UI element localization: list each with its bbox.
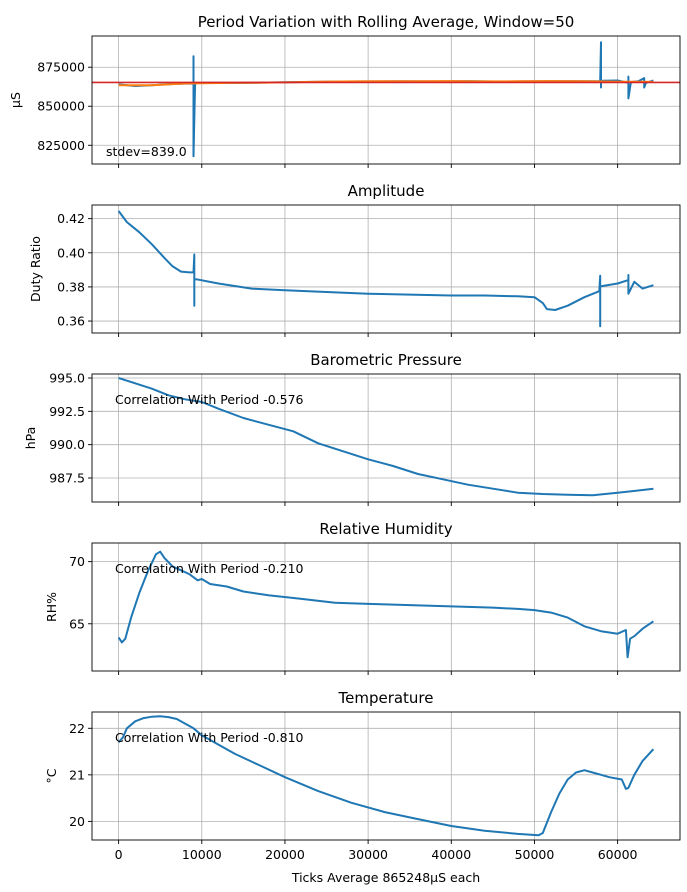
x-tick-label: 20000 — [265, 847, 305, 862]
y-tick-label: 21 — [69, 767, 85, 782]
panel-title: Barometric Pressure — [310, 351, 462, 369]
y-tick-label: 22 — [69, 721, 85, 736]
panel-annotation: Correlation With Period -0.810 — [115, 730, 304, 745]
y-tick-label: 0.36 — [57, 314, 85, 329]
data-layer — [117, 550, 654, 659]
y-axis-label: µS — [8, 92, 23, 108]
y-tick-label: 825000 — [37, 138, 85, 153]
axes-frame — [91, 35, 681, 165]
panel-title: Period Variation with Rolling Average, W… — [198, 13, 575, 31]
series-line-0 — [118, 377, 654, 497]
y-tick-label: 990.0 — [49, 437, 85, 452]
y-tick-label: 0.40 — [57, 245, 85, 260]
y-tick-label: 20 — [69, 814, 85, 829]
panel-title: Relative Humidity — [319, 520, 452, 538]
x-tick-label: 60000 — [598, 847, 638, 862]
y-tick-label: 875000 — [37, 60, 85, 75]
panel-title: Amplitude — [348, 182, 425, 200]
data-layer — [118, 377, 654, 497]
y-tick-label: 70 — [69, 554, 85, 569]
y-tick-label: 0.38 — [57, 279, 85, 294]
panel-title: Temperature — [337, 689, 433, 707]
panel-annotation: stdev=839.0 — [106, 144, 187, 159]
x-tick-label: 0 — [115, 847, 123, 862]
y-tick-label: 992.5 — [49, 404, 85, 419]
y-axis-label: Duty Ratio — [28, 236, 43, 302]
data-layer — [117, 715, 655, 837]
y-axis-label: °C — [44, 768, 59, 783]
y-tick-label: 0.42 — [57, 211, 85, 226]
axes-frame — [91, 542, 681, 672]
y-tick-label: 850000 — [37, 99, 85, 114]
x-tick-label: 50000 — [515, 847, 555, 862]
x-tick-label: 10000 — [182, 847, 222, 862]
data-layer — [92, 41, 680, 158]
series-line-0 — [117, 550, 654, 659]
series-line-0 — [117, 210, 654, 328]
panel-annotation: Correlation With Period -0.210 — [115, 561, 304, 576]
panel-annotation: Correlation With Period -0.576 — [115, 392, 304, 407]
series-line-0 — [117, 715, 655, 837]
axes-frame — [91, 204, 681, 334]
panel-0: 825000 850000 875000 Period Variation with … — [8, 13, 681, 168]
panel-1: 0.36 0.38 0.40 0.42 Amplitude Duty Ratio — [28, 182, 681, 337]
axes-frame — [91, 373, 681, 503]
y-tick-label: 995.0 — [49, 371, 85, 386]
panel-2: 987.5 990.0 992.5 995.0 Barometric Pressure h… — [23, 351, 681, 506]
x-tick-label: 30000 — [348, 847, 388, 862]
y-tick-label: 65 — [69, 616, 85, 631]
panel-4: 20 21 22 0 10000 20000 30000 40000 50000 60000 Tem… — [44, 689, 681, 885]
y-axis-label: hPa — [23, 427, 38, 450]
y-axis-label: RH% — [44, 592, 59, 622]
panel-3: 65 70 Relative Humidity RH% Correlation With… — [44, 520, 681, 675]
data-layer — [117, 210, 654, 328]
x-tick-label: 40000 — [431, 847, 471, 862]
x-axis-label: Ticks Average 865248µS each — [291, 870, 480, 885]
axes-frame — [91, 711, 681, 841]
y-tick-label: 987.5 — [49, 471, 85, 486]
